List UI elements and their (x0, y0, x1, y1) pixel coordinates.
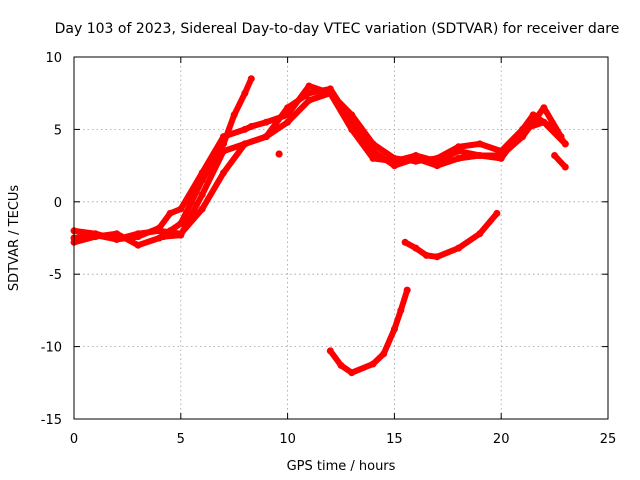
series-track-4 (160, 90, 564, 240)
data-point (284, 118, 292, 126)
chart-title: Day 103 of 2023, Sidereal Day-to-day VTE… (55, 21, 620, 37)
data-point (557, 133, 565, 141)
data-point (326, 347, 334, 355)
data-point (188, 198, 195, 206)
data-point (422, 251, 430, 259)
data-point (230, 111, 238, 119)
x-tick-label: 15 (386, 432, 403, 447)
data-point (275, 150, 283, 158)
x-axis-label: GPS time / hours (287, 459, 396, 474)
data-point (305, 89, 313, 97)
data-point (134, 241, 142, 249)
data-point (476, 152, 484, 159)
data-point (348, 125, 356, 133)
data-point (220, 147, 227, 155)
data-series (70, 75, 569, 377)
data-point (337, 361, 345, 369)
data-point (493, 209, 501, 217)
data-point (241, 140, 249, 148)
x-tick-label: 0 (70, 432, 78, 447)
data-point (247, 123, 255, 130)
data-point (241, 125, 249, 133)
data-point (166, 209, 174, 217)
data-point (305, 96, 313, 104)
data-point (390, 325, 398, 333)
data-point (412, 244, 420, 252)
axis-ticks: 0 5 10 15 20 25 -15 -10 -5 0 5 10 (41, 51, 617, 447)
x-tick-label: 20 (493, 432, 510, 447)
y-tick-label: 5 (54, 123, 62, 138)
data-point (397, 306, 405, 314)
data-point (455, 147, 462, 155)
data-point (497, 152, 505, 159)
data-point (433, 253, 441, 261)
data-point (284, 104, 292, 112)
data-point (220, 169, 227, 177)
data-point (262, 133, 270, 141)
data-point (412, 152, 420, 159)
data-point (401, 238, 409, 246)
x-tick-label: 25 (600, 432, 617, 447)
data-point (134, 230, 142, 238)
y-tick-label: -10 (41, 341, 62, 356)
data-point (220, 140, 227, 148)
data-point (369, 154, 377, 162)
data-point (551, 152, 559, 159)
data-point (326, 89, 334, 97)
grid (74, 57, 608, 419)
data-point (476, 140, 484, 148)
data-point (561, 140, 569, 148)
data-point (198, 205, 206, 213)
data-point (455, 244, 462, 252)
data-point (198, 191, 206, 199)
data-point (177, 231, 185, 239)
y-tick-label: -5 (49, 268, 62, 283)
data-point (380, 350, 388, 358)
data-point (540, 118, 548, 126)
data-point (519, 133, 527, 141)
data-point (177, 220, 185, 227)
data-point (177, 205, 185, 213)
x-tick-label: 10 (279, 432, 296, 447)
data-point (390, 157, 398, 165)
y-tick-label: 0 (54, 196, 62, 211)
data-point (455, 154, 462, 162)
data-point (113, 230, 121, 238)
data-point (369, 360, 377, 368)
y-tick-label: -15 (41, 413, 62, 428)
data-point (540, 104, 548, 112)
data-point (247, 75, 255, 83)
data-point (433, 157, 441, 165)
data-point (113, 235, 121, 243)
data-point (476, 230, 484, 238)
y-axis-label: SDTVAR / TECUs (7, 185, 22, 292)
data-point (561, 163, 569, 171)
data-point (241, 89, 249, 97)
data-point (160, 233, 168, 241)
data-point (262, 118, 270, 126)
plot-frame (73, 56, 609, 420)
data-point (198, 176, 206, 184)
data-point (91, 230, 99, 238)
y-tick-label: 10 (45, 51, 62, 66)
data-point (403, 286, 411, 294)
data-point (348, 369, 356, 377)
data-point (155, 227, 163, 235)
data-point (305, 82, 313, 90)
series-track-7 (402, 210, 500, 260)
x-tick-label: 5 (177, 432, 185, 447)
